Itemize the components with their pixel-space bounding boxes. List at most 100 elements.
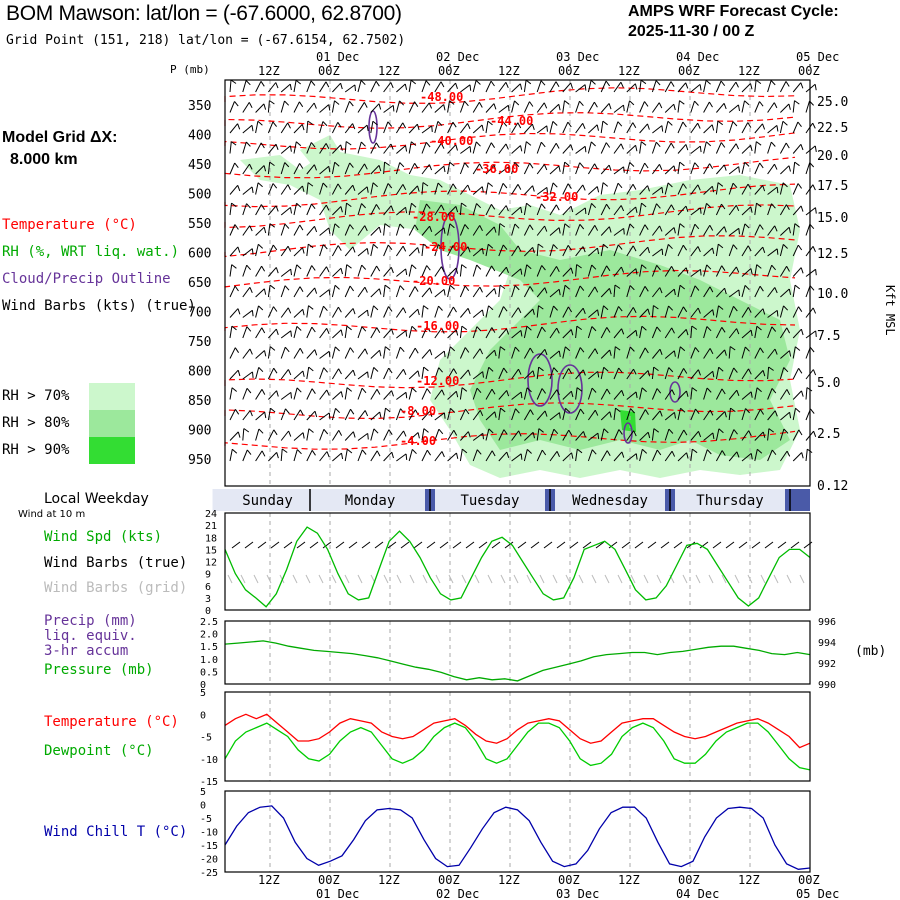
grid-barb-7 xyxy=(318,574,324,584)
wind-barb-flag-9-11 xyxy=(376,265,381,272)
wind-barb-10-19 xyxy=(472,286,481,298)
wind-barb-14-28 xyxy=(588,371,599,380)
wind-barb-5-10 xyxy=(357,186,368,195)
wind-barb-18-3 xyxy=(268,452,278,462)
wind-barb-0-31 xyxy=(626,83,636,93)
wind-barb-flag-6-35 xyxy=(685,205,689,212)
wind-barb-14-38 xyxy=(715,367,720,380)
wind-barb-1-3 xyxy=(267,100,270,113)
wind-barb-flag-1-21 xyxy=(507,105,510,112)
grid-barb-43 xyxy=(786,574,792,584)
height-tick-9: 2.5 xyxy=(817,427,840,442)
wind-barb-17-18 xyxy=(460,431,469,441)
wind-barb-flag-4-9 xyxy=(349,162,354,168)
wind-barb-flag-9-44 xyxy=(800,267,804,274)
wind-barb-18-12 xyxy=(383,451,393,462)
surface-barb-0 xyxy=(231,541,241,549)
wind-barb-14-12 xyxy=(383,367,390,380)
pressure-tick-990: 990 xyxy=(818,680,836,691)
wind-barb-16-5 xyxy=(293,409,301,421)
pressure-tick-500: 500 xyxy=(188,188,211,203)
wind-barb-flag-2-0 xyxy=(237,123,241,130)
grid-barb-12 xyxy=(383,574,389,584)
grid-barb-22 xyxy=(513,574,519,584)
wind-barb-flag-2-10 xyxy=(366,125,369,132)
wind-barb-4-42 xyxy=(767,163,775,175)
wind-barb-13-9 xyxy=(344,347,351,359)
wind-barb-flag-18-31 xyxy=(635,453,638,460)
wind-barb-flag-10-37 xyxy=(709,286,714,293)
wind-barb-flag-7-41 xyxy=(759,224,764,230)
wind-barb-flag-5-7 xyxy=(322,182,328,188)
surface-barb-24 xyxy=(543,541,553,549)
wind-barb-6-21 xyxy=(498,205,507,216)
wind-barb-5-31 xyxy=(626,183,634,195)
wind-barb-flag-4-43 xyxy=(788,165,791,172)
weekday-cell-4 xyxy=(675,489,785,511)
wind-barb-13-25 xyxy=(549,350,560,359)
wind-barb-6-3 xyxy=(268,205,277,216)
wind-barb-flag-2-5 xyxy=(301,124,305,131)
wind-barb-2-25 xyxy=(549,121,554,134)
wind-barb-flag-11-35 xyxy=(682,306,688,313)
wind-barb-flag-4-33 xyxy=(659,164,663,170)
wind-barb-17-33 xyxy=(651,428,655,441)
wind-barb-10-35 xyxy=(677,285,681,298)
wind-barb-14-18 xyxy=(460,369,469,380)
wind-barb-16-9 xyxy=(344,408,351,421)
wind-barb-flag-11-7 xyxy=(323,305,328,312)
wind-barb-1-41 xyxy=(754,101,760,113)
wind-barb-4-23 xyxy=(523,162,531,175)
wind-barb-11-8 xyxy=(331,306,339,318)
wind-barb-flag-9-10 xyxy=(361,264,367,270)
wind-barb-flag-9-24 xyxy=(541,265,546,271)
wind-barb-flag-5-12 xyxy=(387,183,393,189)
wind-barb-1-30 xyxy=(613,104,624,113)
wind-barb-0-24 xyxy=(536,80,542,93)
wind-barb-flag-1-44 xyxy=(794,100,800,105)
wind-barb-flag-1-15 xyxy=(428,102,433,109)
wind-barb-flag-9-20 xyxy=(491,265,496,272)
wind-barb-flag-11-25 xyxy=(553,305,558,311)
wind-barb-flag-9-2 xyxy=(261,265,266,272)
wind-barb-flag-2-9 xyxy=(352,123,356,130)
wind-barb-10-11 xyxy=(370,288,380,298)
wind-barb-8-36 xyxy=(690,246,699,257)
wind-barb-flag-14-37 xyxy=(712,371,715,378)
wind-barb-1-18 xyxy=(459,101,465,113)
bottom-hour-4: 12Z xyxy=(498,873,520,887)
wind-barb-flag-17-35 xyxy=(683,429,688,436)
wind-barb-4-26 xyxy=(562,162,566,175)
wind-barb-flag-5-37 xyxy=(711,186,715,193)
wind-barb-10-8 xyxy=(331,285,336,298)
wind-barb-flag-16-28 xyxy=(594,409,599,416)
wind-barb-flag-13-18 xyxy=(464,347,470,353)
wind-barb-5-9 xyxy=(344,184,354,195)
temp-label-2: -40.00 xyxy=(430,134,473,148)
wind-barb-flag-12-32 xyxy=(641,325,647,331)
wind-barb-flag-12-1 xyxy=(246,326,252,332)
wind-barb-flag-10-16 xyxy=(443,289,446,296)
wind-barb-2-27 xyxy=(575,123,584,134)
wind-barb-15-25 xyxy=(549,389,558,400)
wind-barb-15-2 xyxy=(255,389,263,400)
wind-barb-12-21 xyxy=(498,328,507,339)
wind-barb-flag-1-42 xyxy=(773,102,778,109)
pressure-tick-996: 996 xyxy=(818,617,836,628)
wind-barb-flag-3-45 xyxy=(814,145,817,152)
wind-barb-flag-0-43 xyxy=(785,81,790,87)
wind-barb-0-42 xyxy=(767,80,772,93)
wind-barb-17-35 xyxy=(677,429,685,441)
temp-label-11: -4.00 xyxy=(400,434,436,448)
wind-barb-16-32 xyxy=(639,409,646,421)
wind-barb-18-45 xyxy=(805,449,808,462)
wind-barb-2-28 xyxy=(588,124,598,134)
wind-barb-flag-4-12 xyxy=(384,161,390,166)
wind-barb-6-29 xyxy=(600,203,607,216)
wind-barb-7-12 xyxy=(383,223,386,236)
wind-barb-6-42 xyxy=(767,203,772,216)
precip-tick-1: 0.5 xyxy=(200,667,218,678)
wind-barb-flag-18-29 xyxy=(606,450,611,457)
wind-barb-flag-12-20 xyxy=(491,327,496,333)
wind-barb-8-41 xyxy=(754,246,764,257)
